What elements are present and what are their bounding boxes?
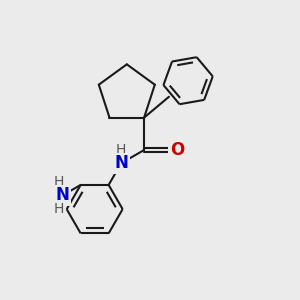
Text: N: N bbox=[114, 154, 128, 172]
Text: O: O bbox=[170, 141, 184, 159]
Text: H: H bbox=[53, 202, 64, 216]
Text: H: H bbox=[53, 175, 64, 189]
Text: H: H bbox=[116, 143, 126, 157]
Text: N: N bbox=[56, 186, 70, 204]
